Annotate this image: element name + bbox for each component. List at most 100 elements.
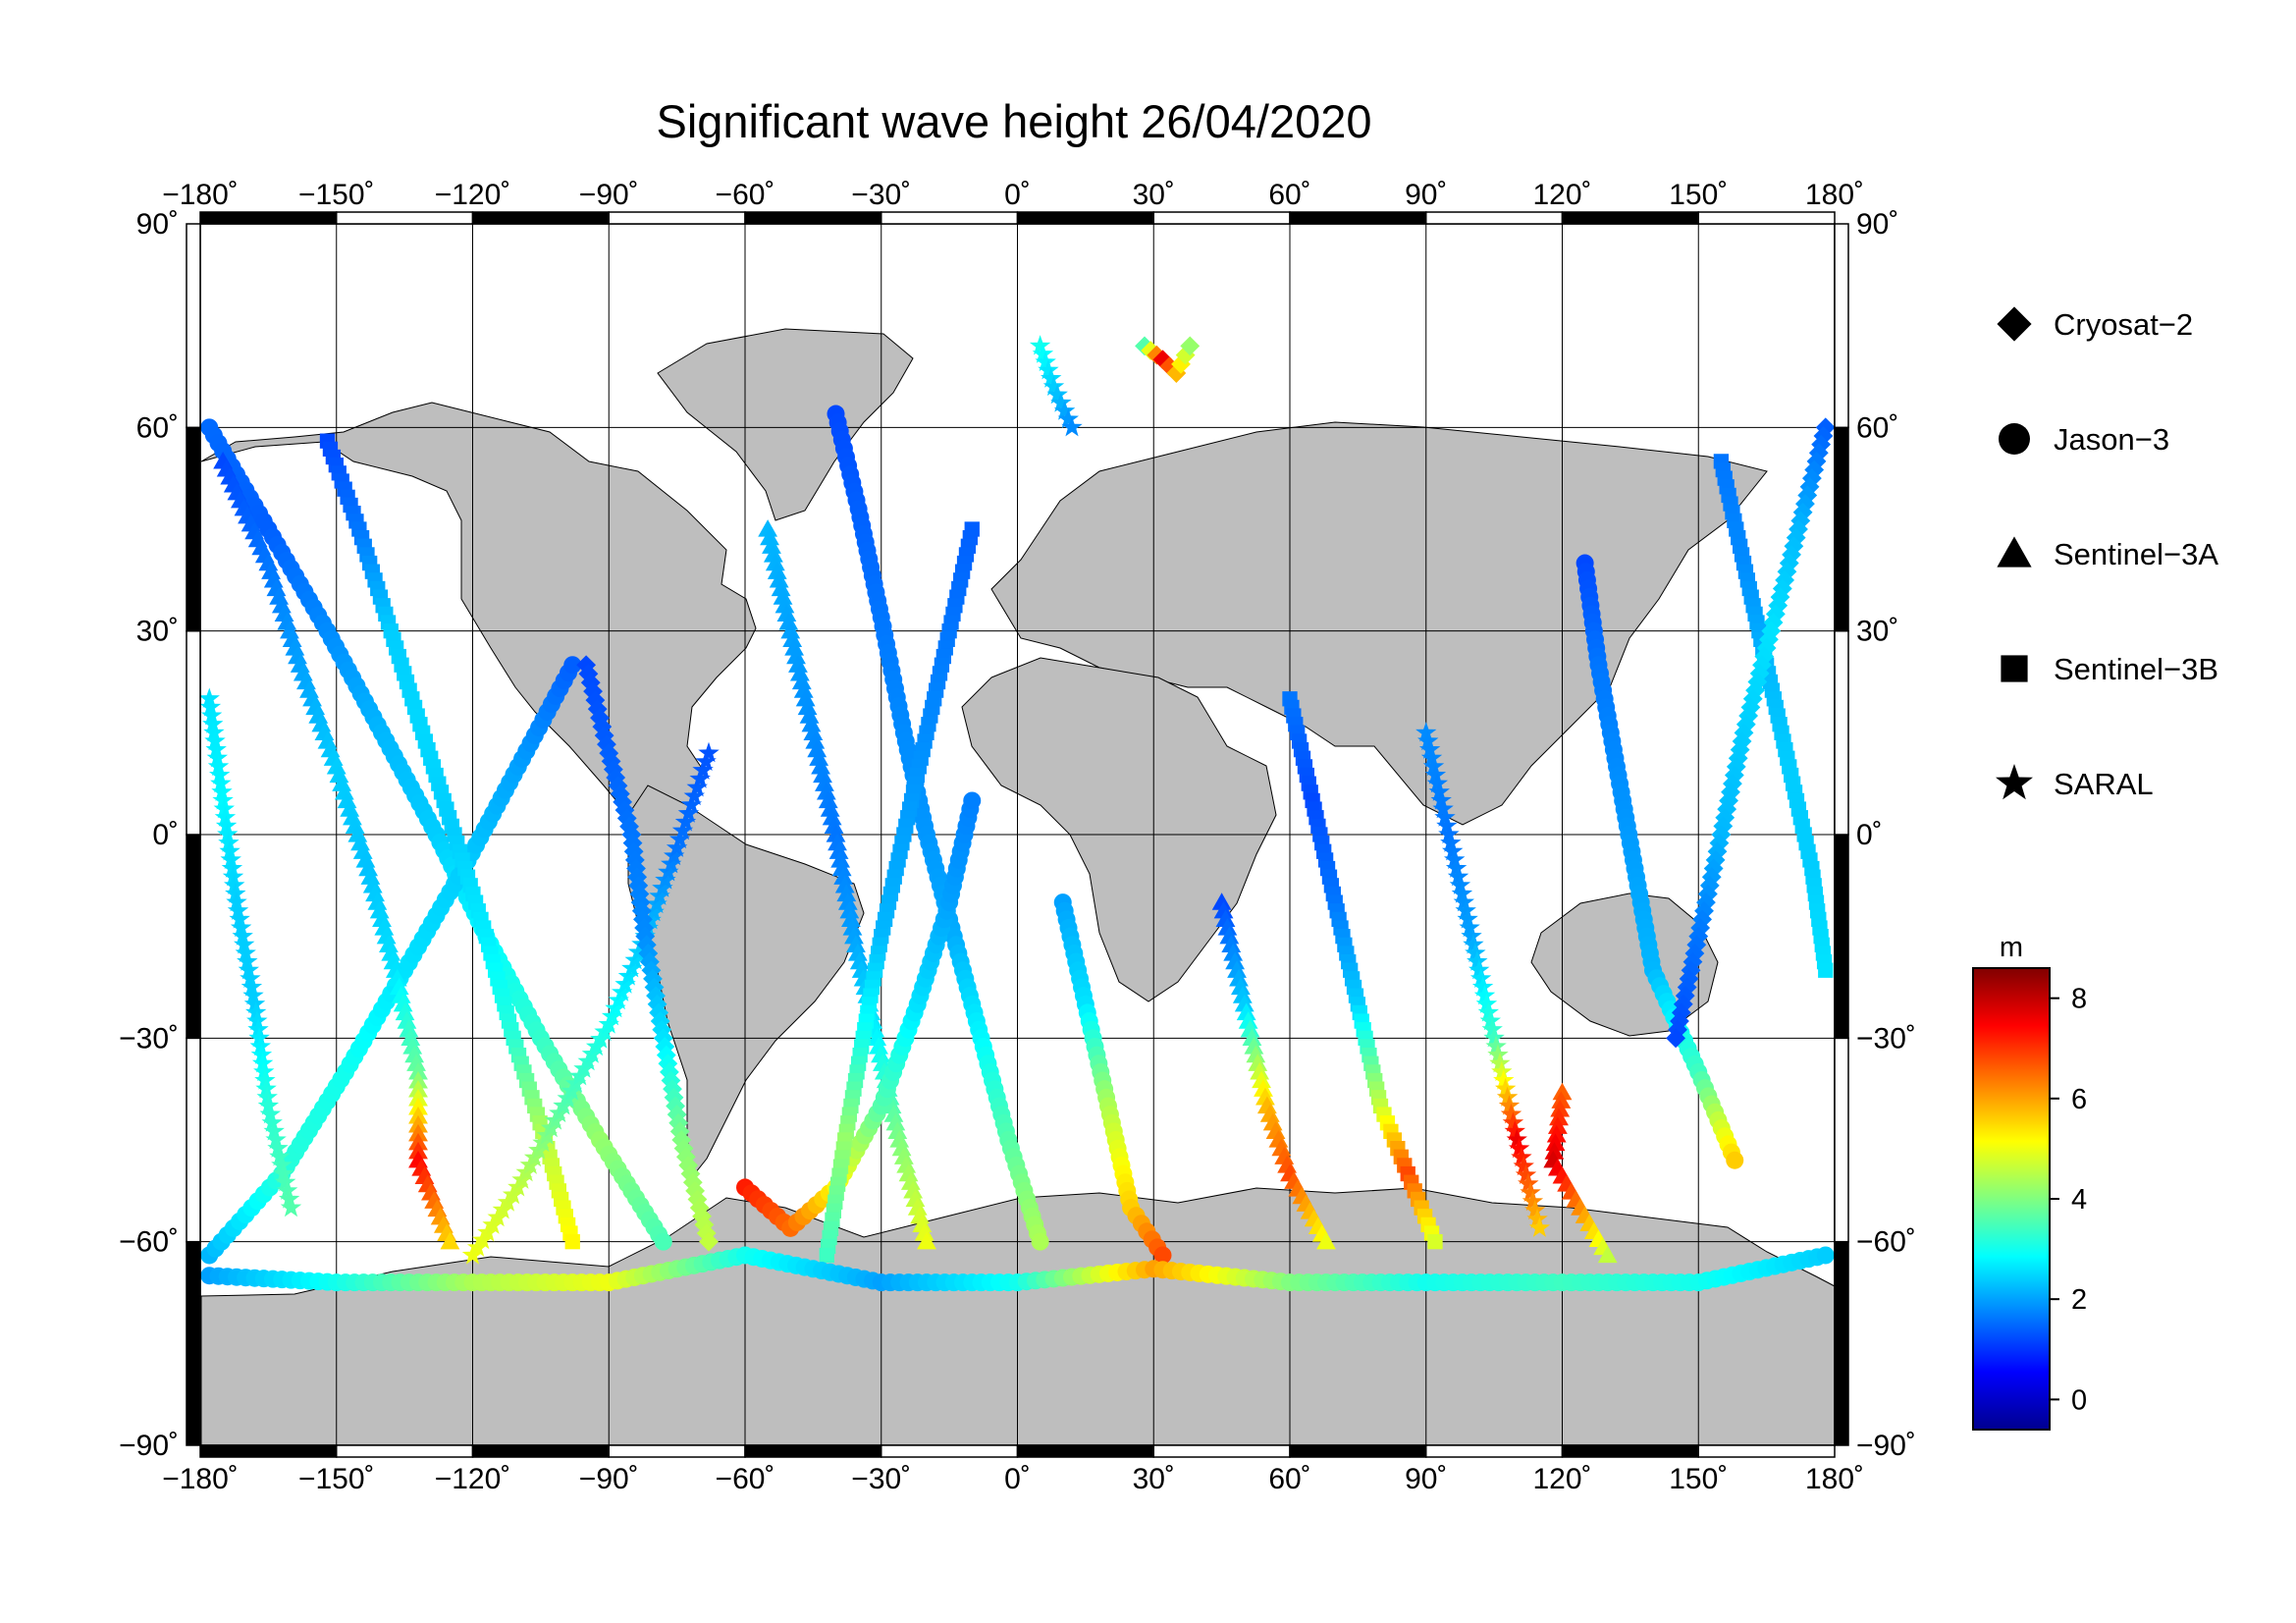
track-point	[885, 1112, 906, 1131]
track-point	[362, 875, 383, 893]
track-point	[222, 865, 244, 887]
track-point	[649, 1002, 669, 1023]
track-point	[1726, 1151, 1744, 1169]
frame-segment-bottom	[744, 1444, 882, 1458]
track-point	[666, 837, 688, 857]
frame-segment-right	[1834, 426, 1849, 632]
track-point	[376, 926, 397, 945]
track-point	[1422, 755, 1445, 776]
track-point	[229, 908, 250, 929]
track-point	[1255, 1087, 1275, 1106]
track-point	[1029, 335, 1051, 355]
track-point	[1684, 944, 1705, 963]
track-point	[778, 613, 799, 630]
top-lon-tick-labels: −180˚ −150˚ −120˚ −90˚ −60˚ −30˚ 0˚ 30˚ 60˚ 90˚ 12…	[162, 179, 1864, 211]
track-point	[251, 1053, 274, 1073]
satellite-track-circle	[200, 1246, 1835, 1292]
track-point	[202, 713, 224, 733]
track-point	[833, 867, 854, 885]
track-point	[803, 723, 824, 740]
lat-tick-label-left: 0˚	[152, 819, 179, 851]
track-point	[799, 706, 820, 724]
track-point	[1597, 1245, 1618, 1264]
track-point	[624, 948, 646, 970]
track-point	[218, 832, 240, 852]
track-point	[1438, 823, 1460, 844]
track-point	[238, 959, 259, 980]
track-point	[1498, 1095, 1521, 1115]
lat-tick-label-right: 30˚	[1856, 616, 1898, 648]
track-point	[869, 1037, 888, 1055]
track-point	[211, 781, 233, 801]
track-point	[811, 756, 830, 775]
track-point	[844, 926, 864, 945]
colorbar-tick-label: 0	[2071, 1384, 2087, 1416]
track-point	[1430, 789, 1452, 810]
track-point	[408, 1132, 428, 1151]
track-point	[1455, 899, 1476, 920]
track-point	[677, 802, 700, 823]
lon-tick-label-top: 0˚	[1004, 179, 1031, 211]
track-point	[1227, 960, 1247, 978]
track-point	[1449, 874, 1471, 894]
track-point	[898, 1163, 919, 1182]
track-point	[200, 696, 222, 717]
track-point	[379, 935, 399, 952]
track-point	[1417, 730, 1439, 751]
colorbar-unit-label: m	[2000, 932, 2023, 963]
track-point	[824, 816, 844, 835]
legend-label-circle: Jason−3	[2054, 422, 2169, 457]
track-point	[1211, 893, 1232, 910]
track-point	[383, 951, 403, 970]
colorbar-ticks: 0 2 4 6 8	[2050, 984, 2087, 1416]
track-point	[1496, 1086, 1519, 1107]
track-point	[1418, 738, 1441, 759]
colorbar: m 0 2 4 6 8	[1972, 932, 2087, 1431]
track-point	[883, 1105, 904, 1122]
satellite-track-circle	[200, 656, 582, 1265]
track-point	[1515, 1163, 1537, 1184]
track-point	[200, 704, 223, 726]
track-point	[255, 1077, 277, 1099]
frame-segment-top	[1561, 211, 1699, 225]
track-point	[891, 1138, 912, 1157]
track-point	[273, 1163, 294, 1183]
track-point	[1046, 383, 1068, 405]
colorbar-tick-label: 2	[2071, 1284, 2087, 1316]
track-point	[1035, 351, 1056, 372]
track-point	[1252, 1070, 1271, 1089]
track-point	[210, 772, 232, 793]
track-point	[1818, 962, 1834, 978]
track-point	[1141, 341, 1161, 360]
track-point	[259, 1103, 281, 1124]
track-point	[1042, 375, 1065, 396]
track-point	[813, 765, 832, 784]
lat-tick-label-left: 90˚	[136, 208, 179, 241]
track-point	[1506, 1128, 1527, 1150]
legend-label-star: SARAL	[2054, 767, 2154, 801]
lon-tick-label-bottom: −30˚	[851, 1463, 911, 1495]
track-point	[240, 976, 263, 997]
track-point	[758, 519, 778, 537]
frame-segment-top	[1289, 211, 1427, 225]
track-point	[1032, 343, 1054, 363]
track-point	[1461, 925, 1482, 946]
land-north-america	[200, 402, 757, 831]
track-point	[680, 793, 702, 814]
lon-tick-label-top: 150˚	[1669, 179, 1728, 211]
track-point	[1232, 986, 1253, 1003]
legend-label-diamond: Cryosat−2	[2054, 307, 2193, 342]
track-point	[408, 1079, 428, 1098]
track-point	[1225, 951, 1246, 970]
frame-segment-top	[1016, 211, 1154, 225]
track-point	[1432, 797, 1454, 819]
satellite-track-triangle	[1543, 1082, 1618, 1264]
track-point	[658, 861, 679, 882]
track-point	[801, 714, 822, 732]
track-point	[678, 1156, 699, 1175]
track-point	[280, 1196, 302, 1217]
track-point	[1457, 908, 1478, 929]
track-point	[240, 967, 261, 988]
frame-segment-right	[1834, 223, 1849, 429]
frame-segment-left	[186, 223, 201, 429]
